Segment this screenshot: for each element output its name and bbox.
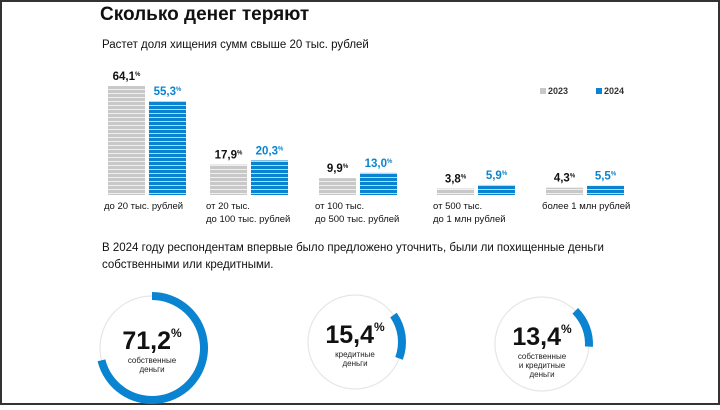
data-label: 3,8%	[445, 174, 467, 186]
page-title: Сколько денег теряют	[100, 4, 310, 25]
data-label: 5,9%	[486, 170, 508, 182]
data-label: 55,3%	[154, 86, 182, 98]
ring-chart: 71,2% собственные деньги	[90, 286, 214, 410]
ring-caption: собственные и кредитные деньги	[517, 352, 567, 379]
note-text: В 2024 году респондентам впервые было пр…	[102, 242, 604, 271]
bar-2023-1	[210, 164, 247, 195]
data-label: 5,5%	[595, 171, 617, 183]
bar-chart: 64,1% 17,9% 9,9% 3,8% 4,3% 55,3% 20,3% 13,0% 5,9…	[108, 71, 624, 195]
category-label: от 20 тыс. до 100 тыс. рублей	[206, 201, 291, 225]
data-label: 9,9%	[327, 163, 349, 175]
bar-2024-2	[360, 172, 397, 195]
data-label: 13,0%	[365, 158, 393, 170]
category-label: от 500 тыс. до 1 млн рублей	[433, 201, 506, 225]
bar-2024-3	[478, 184, 515, 195]
ring-caption: собственные деньги	[127, 356, 177, 374]
data-label: 4,3%	[554, 173, 576, 185]
ring-arc	[572, 307, 593, 347]
ring-arc	[97, 292, 208, 404]
ring-chart: 15,4% кредитные деньги	[298, 285, 412, 399]
bar-2023-0	[108, 86, 145, 195]
category-label: до 20 тыс. рублей	[104, 201, 184, 212]
ring-value: 71,2%	[122, 326, 182, 355]
legend-label-2024: 2024	[604, 86, 624, 96]
bar-2024-4	[587, 185, 624, 195]
bar-2024-0	[149, 100, 186, 195]
bar-2023-3	[437, 188, 474, 195]
ring-arc	[390, 312, 406, 360]
bar-2024-1	[251, 160, 288, 195]
ring-value: 13,4%	[512, 322, 572, 351]
legend-swatch	[596, 88, 602, 94]
chart-title: Растет доля хищения сумм свыше 20 тыс. р…	[102, 39, 369, 51]
data-label: 20,3%	[256, 145, 284, 157]
category-label: от 100 тыс. до 500 тыс. рублей	[315, 201, 400, 225]
data-label: 17,9%	[215, 150, 243, 162]
ring-chart: 13,4% собственные и кредитные деньги	[485, 287, 599, 401]
ring-value: 15,4%	[325, 320, 385, 349]
data-label: 64,1%	[113, 71, 141, 83]
legend-label-2023: 2023	[548, 86, 568, 96]
ring-caption: кредитные деньги	[335, 350, 375, 368]
category-label: более 1 млн рублей	[542, 201, 631, 212]
bar-2023-4	[546, 187, 583, 195]
bar-2023-2	[319, 178, 356, 195]
legend-swatch	[540, 88, 546, 94]
